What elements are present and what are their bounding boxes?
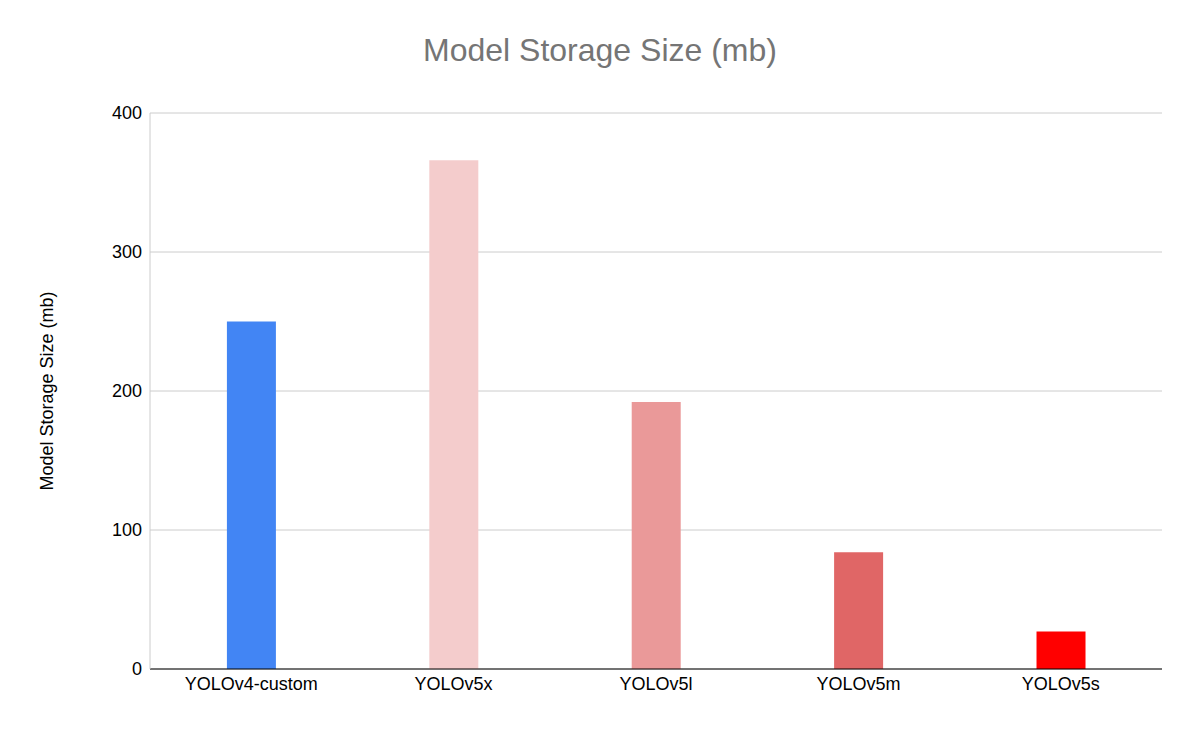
svg-text:400: 400 <box>112 103 142 123</box>
svg-text:100: 100 <box>112 520 142 540</box>
svg-text:YOLOv5s: YOLOv5s <box>1022 674 1100 694</box>
svg-text:YOLOv5m: YOLOv5m <box>816 674 900 694</box>
html-text:Model Storage Size (mb): Model Storage Size (mb) <box>423 32 777 68</box>
svg-text:0: 0 <box>132 659 142 679</box>
svg-text:YOLOv4-custom: YOLOv4-custom <box>185 674 318 694</box>
svg-text:300: 300 <box>112 242 142 262</box>
svg-text:200: 200 <box>112 381 142 401</box>
svg-text:YOLOv5x: YOLOv5x <box>415 674 493 694</box>
svg-text:YOLOv5l: YOLOv5l <box>619 674 692 694</box>
html-text:Model Storage Size (mb): Model Storage Size (mb) <box>36 291 57 491</box>
